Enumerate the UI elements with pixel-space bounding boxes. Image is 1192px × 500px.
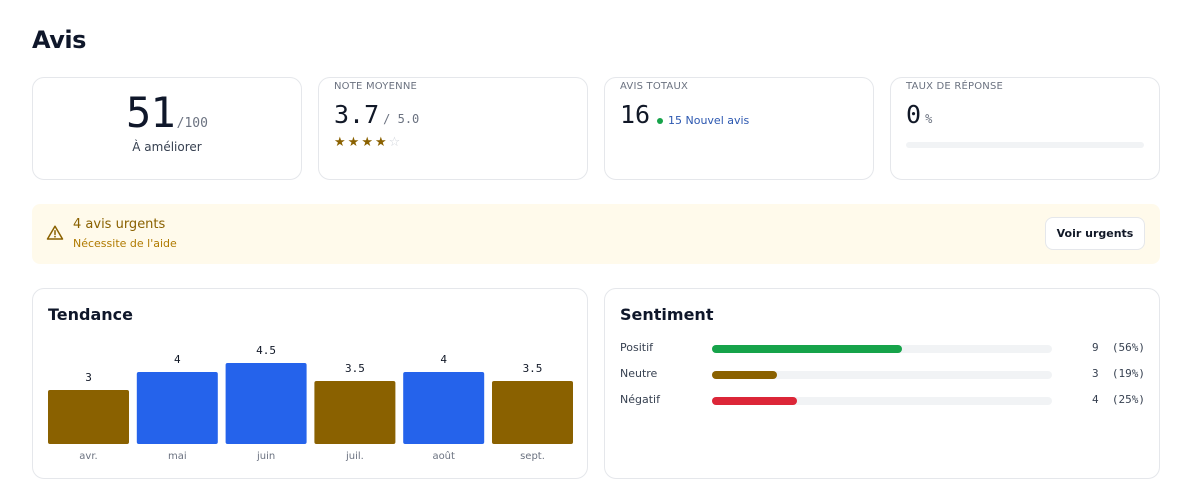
trend-card: Tendance 3 avr. 4 mai 4.5 juin 3.5 juil. 4 août 3.… bbox=[32, 288, 588, 479]
trend-category-label: juil. bbox=[345, 451, 364, 462]
star-filled-icon: ★ bbox=[334, 135, 348, 150]
warning-icon bbox=[46, 225, 64, 240]
average-rating-card: NOTE MOYENNE 3.7/ 5.0 ★★★★☆ bbox=[318, 77, 588, 180]
sentiment-bar-fill bbox=[712, 345, 903, 353]
sentiment-bar-fill bbox=[712, 397, 797, 405]
status-dot-icon bbox=[657, 117, 663, 124]
average-rating-value: 3.7 bbox=[334, 100, 380, 129]
trend-bar-value-label: 3.5 bbox=[345, 362, 365, 375]
trend-bar-value-label: 4 bbox=[440, 353, 447, 366]
total-reviews-value: 16 bbox=[620, 100, 651, 129]
trend-bar-0[interactable] bbox=[48, 390, 129, 444]
page-title: Avis bbox=[32, 26, 86, 54]
trend-bar-value-label: 4.5 bbox=[256, 344, 276, 357]
trend-bar-5[interactable] bbox=[492, 381, 573, 444]
response-rate-progress bbox=[906, 142, 1144, 148]
score-row: 51/100 bbox=[33, 88, 301, 137]
trend-bar-2[interactable] bbox=[225, 363, 307, 444]
average-rating-label: NOTE MOYENNE bbox=[334, 81, 418, 92]
new-reviews-badge: 15 Nouvel avis bbox=[657, 114, 749, 127]
trend-category-label: août bbox=[432, 450, 455, 462]
total-reviews-label: AVIS TOTAUX bbox=[620, 81, 689, 92]
sentiment-label: Neutre bbox=[620, 367, 658, 380]
response-rate-value-row: 0% bbox=[906, 100, 932, 129]
trend-bar-4[interactable] bbox=[403, 372, 485, 444]
star-rating: ★★★★☆ bbox=[334, 135, 402, 150]
average-rating-max: / 5.0 bbox=[383, 112, 420, 126]
response-rate-unit: % bbox=[925, 112, 933, 126]
sentiment-value: 9 (56%) bbox=[1092, 341, 1145, 354]
alert-subtitle: Nécessite de l'aide bbox=[73, 237, 177, 250]
sentiment-label: Positif bbox=[620, 341, 653, 354]
score-max: /100 bbox=[176, 116, 208, 131]
alert-title: 4 avis urgents bbox=[73, 217, 166, 232]
trend-category-label: mai bbox=[168, 451, 187, 462]
star-empty-icon: ☆ bbox=[388, 135, 403, 150]
trend-bar-3[interactable] bbox=[314, 381, 396, 444]
trend-title: Tendance bbox=[48, 305, 134, 324]
star-filled-icon: ★ bbox=[374, 135, 389, 150]
sentiment-bar-track bbox=[712, 397, 1052, 405]
trend-bar-value-label: 3 bbox=[85, 371, 92, 384]
sentiment-value: 4 (25%) bbox=[1092, 393, 1145, 406]
sentiment-row-neutre: Neutre 3 (19%) bbox=[620, 366, 1145, 384]
average-rating-value-row: 3.7/ 5.0 bbox=[334, 100, 419, 129]
sentiment-label: Négatif bbox=[620, 393, 660, 406]
sentiment-bar-fill bbox=[712, 371, 777, 379]
sentiment-bar-track bbox=[712, 371, 1052, 379]
sentiment-bar-track bbox=[712, 345, 1052, 353]
trend-bar-value-label: 4 bbox=[174, 353, 181, 366]
score-status-label: À améliorer bbox=[132, 140, 202, 154]
sentiment-row-positif: Positif 9 (56%) bbox=[620, 340, 1145, 358]
total-reviews-card: AVIS TOTAUX 16 15 Nouvel avis bbox=[604, 77, 874, 180]
new-reviews-text: 15 Nouvel avis bbox=[668, 114, 750, 127]
sentiment-value: 3 (19%) bbox=[1092, 367, 1145, 380]
sentiment-card: Sentiment Positif 9 (56%) Neutre 3 (19%) Nég… bbox=[604, 288, 1160, 479]
urgent-alert-banner: 4 avis urgents Nécessite de l'aide Voir … bbox=[32, 204, 1160, 264]
star-filled-icon: ★ bbox=[361, 135, 375, 150]
sentiment-title: Sentiment bbox=[620, 305, 714, 324]
score-card: 51/100 À améliorer bbox=[32, 77, 302, 180]
trend-bar-chart: 3 avr. 4 mai 4.5 juin 3.5 juil. 4 août 3.5 sept. bbox=[48, 344, 573, 462]
trend-bar-value-label: 3.5 bbox=[523, 362, 543, 375]
trend-category-label: juin bbox=[256, 451, 275, 462]
trend-bar-1[interactable] bbox=[136, 372, 218, 444]
star-filled-icon: ★ bbox=[347, 135, 362, 150]
sentiment-row-négatif: Négatif 4 (25%) bbox=[620, 392, 1145, 410]
trend-category-label: avr. bbox=[79, 451, 97, 462]
trend-category-label: sept. bbox=[520, 451, 545, 462]
response-rate-value: 0 bbox=[906, 100, 922, 129]
view-urgent-button[interactable]: Voir urgents bbox=[1045, 217, 1145, 250]
response-rate-card: TAUX DE RÉPONSE 0% bbox=[890, 77, 1160, 180]
response-rate-label: TAUX DE RÉPONSE bbox=[906, 81, 1004, 92]
score-value: 51 bbox=[126, 88, 176, 137]
